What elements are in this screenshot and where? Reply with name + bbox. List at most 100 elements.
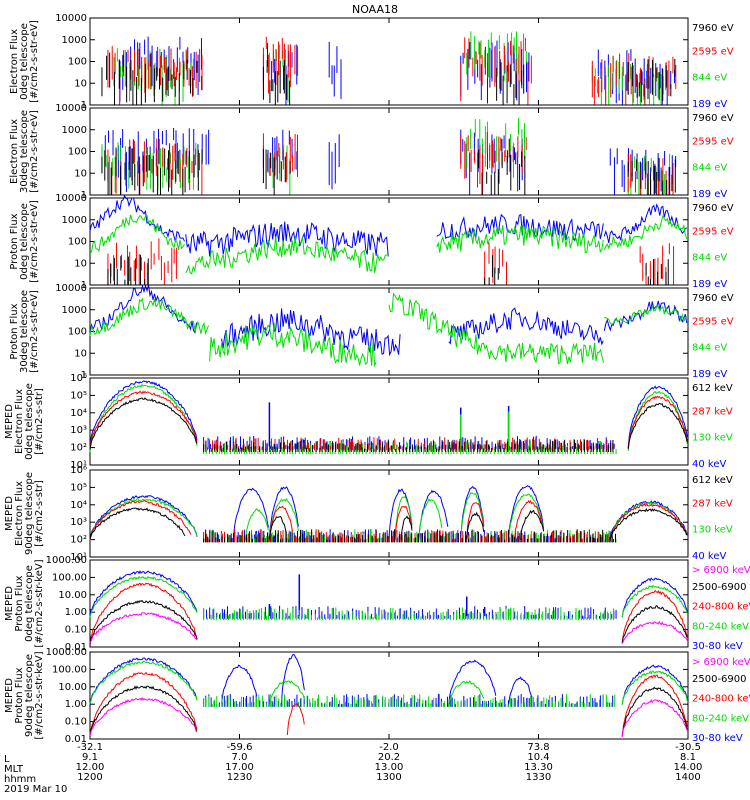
y-axis-label: MEPED: [4, 496, 15, 531]
data-line: [621, 674, 688, 737]
legend-entry: 7960 eV: [692, 203, 734, 214]
series-612-keV: [89, 507, 688, 543]
date-label: 2019 Mar 10: [4, 784, 67, 795]
y-tick-label: 10.00: [58, 590, 87, 601]
series--6900-keV: [89, 696, 688, 737]
series-844-eV: [89, 292, 688, 368]
legend-entry: 30-80 keV: [692, 641, 743, 652]
panel-6: 10¹ 10² 10³ 10⁴ 10⁵ 10⁶ MEPED Electron Flux 90de…: [4, 465, 733, 563]
data-line: [89, 575, 198, 618]
y-tick-label: 10000: [55, 103, 87, 114]
panel-frame: [89, 469, 689, 558]
data-line: [89, 599, 198, 645]
data-line: [233, 487, 269, 539]
y-tick-label: 1000.00: [46, 647, 87, 658]
hhmm-value: 1330: [526, 772, 551, 783]
panel-4: 1 10 100 1000 10000 Proton Flux 30deg telescop…: [9, 283, 734, 381]
data-line: [418, 497, 443, 540]
series-189-eV: [101, 127, 677, 195]
series-7960-eV: [101, 146, 676, 195]
mlt-value: 13.00: [375, 762, 404, 773]
y-axis-label: [#/cm2-s-str-keV]: [34, 559, 45, 647]
data-line: [508, 493, 545, 539]
y-tick-label: 10⁴: [70, 408, 87, 419]
y-tick-label: 0.10: [65, 717, 87, 728]
hhmm-value: 1230: [227, 772, 252, 783]
y-axis-label: Electron Flux: [14, 389, 25, 454]
data-line: [89, 297, 209, 336]
legend-entry: 40 keV: [692, 459, 726, 470]
data-line: [89, 657, 198, 706]
y-tick-label: 10⁵: [70, 482, 87, 493]
y-axis-label: [#/cm2-s-str-eV]: [29, 200, 40, 283]
legend-entry: 7960 eV: [692, 293, 734, 304]
mlt-value: 14.00: [674, 762, 703, 773]
panel-2: 1 10 100 1000 10000 Electron Flux 30deg telesc…: [9, 103, 734, 201]
y-tick-label: 1000: [62, 35, 87, 46]
hhmm-value: 1300: [376, 772, 401, 783]
y-axis-label: Electron Flux: [14, 481, 25, 546]
legend-entry: 2595 eV: [692, 46, 734, 57]
data-line: [221, 664, 258, 704]
data-line: [621, 620, 688, 644]
data-line: [603, 214, 688, 251]
data-line: [436, 225, 604, 254]
data-line: [209, 322, 377, 368]
legend-entry: 844 eV: [692, 343, 727, 354]
data-line: [448, 659, 497, 705]
chart-title: NOAA18: [352, 3, 398, 16]
y-tick-label: 10: [74, 168, 87, 179]
data-line: [603, 203, 688, 244]
data-line: [627, 385, 688, 448]
legend-entry: 30-80 keV: [692, 733, 743, 744]
hhmm-row-label: hhmm: [4, 774, 36, 785]
y-axis-label: Proton Flux: [9, 303, 20, 359]
data-line: [400, 515, 413, 540]
legend-entry: 2500-6900: [692, 582, 747, 593]
L-value: 9.1: [82, 752, 98, 763]
y-axis-label: 90deg telescope: [24, 654, 35, 737]
data-line: [185, 235, 389, 275]
L-value: 10.4: [527, 752, 549, 763]
legend-entry: 80-240 keV: [692, 621, 749, 632]
y-tick-label: 10¹: [70, 552, 87, 563]
legend-entry: 287 keV: [692, 498, 733, 509]
data-line: [89, 390, 198, 449]
series-80-240-keV: [89, 575, 688, 621]
y-axis-label: [#/cm2-s-str-keV]: [34, 651, 45, 739]
series-844-eV: [89, 214, 688, 275]
lat-value: 73.8: [527, 742, 549, 753]
y-tick-label: 10000: [55, 283, 87, 294]
data-line: [621, 577, 688, 618]
L-value: 7.0: [232, 752, 248, 763]
series-612-keV: [89, 397, 688, 452]
y-axis-label: Proton Flux: [14, 667, 25, 723]
panel-frame: [89, 651, 689, 740]
series--6900-keV: [89, 612, 688, 644]
y-tick-label: 10: [74, 348, 87, 359]
legend-entry: 189 eV: [692, 369, 727, 380]
data-line: [286, 702, 305, 736]
y-tick-label: 100: [68, 327, 87, 338]
legend-entry: 612 keV: [692, 475, 733, 486]
data-line: [621, 589, 688, 643]
data-line: [89, 582, 198, 645]
y-axis-label: [#/cm2-s-str]: [34, 388, 45, 455]
y-tick-label: 1.00: [65, 699, 87, 710]
y-tick-label: 1: [81, 190, 87, 201]
y-axis-label: MEPED: [4, 404, 15, 439]
data-line: [627, 402, 688, 450]
legend-entry: 287 keV: [692, 406, 733, 417]
data-line: [621, 670, 688, 705]
y-tick-label: 0.01: [65, 734, 87, 745]
data-line: [268, 505, 293, 539]
y-tick-label: 0.01: [65, 642, 87, 653]
floor-noise: [203, 693, 614, 707]
series-189-eV: [119, 36, 676, 105]
y-tick-label: 100: [68, 57, 87, 68]
data-line: [89, 685, 198, 737]
data-line: [89, 696, 198, 736]
series-2595-eV: [107, 238, 675, 285]
data-line: [448, 307, 604, 346]
data-line: [609, 503, 688, 540]
